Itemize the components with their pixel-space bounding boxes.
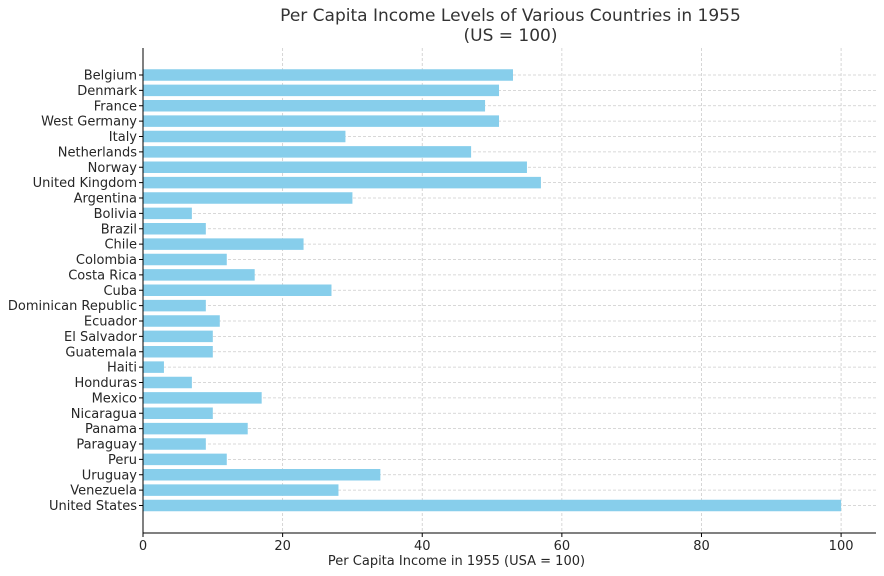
bar-panama xyxy=(143,422,248,435)
bar-norway xyxy=(143,161,527,173)
bar-peru xyxy=(143,453,227,466)
bar-argentina xyxy=(143,192,353,204)
y-tick-label: United States xyxy=(49,499,137,514)
bar-uruguay xyxy=(143,469,381,481)
y-tick-label: United Kingdom xyxy=(33,176,137,191)
bar-honduras xyxy=(143,376,192,389)
y-tick-label: Panama xyxy=(85,422,137,437)
y-tick-label: Netherlands xyxy=(58,145,137,160)
y-tick-label: Guatemala xyxy=(65,345,137,360)
bar-chile xyxy=(143,238,304,250)
x-tick-label: 40 xyxy=(414,539,431,554)
bar-ecuador xyxy=(143,315,220,327)
x-tick-label: 100 xyxy=(829,539,854,554)
y-tick-label: Bolivia xyxy=(94,207,137,222)
bar-dominican-republic xyxy=(143,299,206,312)
bar-el-salvador xyxy=(143,330,213,343)
bar-denmark xyxy=(143,84,500,97)
bar-colombia xyxy=(143,253,227,266)
bar-guatemala xyxy=(143,346,213,358)
y-tick-label: Venezuela xyxy=(70,484,137,499)
chart-title: Per Capita Income Levels of Various Coun… xyxy=(280,6,741,26)
x-tick-labels: 0 20 40 60 80 100 xyxy=(139,533,854,554)
y-tick-label: Haiti xyxy=(107,361,137,376)
bar-costa-rica xyxy=(143,269,255,281)
bars xyxy=(143,69,842,512)
bar-netherlands xyxy=(143,146,472,158)
y-tick-label: Nicaragua xyxy=(71,407,137,422)
y-tick-label: Brazil xyxy=(101,222,137,237)
y-tick-label: Uruguay xyxy=(82,468,138,483)
y-tick-label: France xyxy=(94,99,137,114)
bar-belgium xyxy=(143,69,513,81)
bar-united-states xyxy=(143,499,842,512)
bar-west-germany xyxy=(143,115,500,127)
bar-italy xyxy=(143,130,346,143)
y-tick-label: Dominican Republic xyxy=(8,299,137,314)
bar-nicaragua xyxy=(143,407,213,419)
x-tick-label: 60 xyxy=(554,539,571,554)
y-tick-label: Mexico xyxy=(92,391,137,406)
y-tick-label: Peru xyxy=(108,453,137,468)
bar-cuba xyxy=(143,284,332,296)
y-tick-label: Italy xyxy=(109,130,138,145)
x-tick-label: 80 xyxy=(693,539,710,554)
y-tick-label: Belgium xyxy=(84,69,137,84)
y-tick-label: Argentina xyxy=(74,192,137,207)
chart-subtitle: (US = 100) xyxy=(464,26,558,46)
bar-venezuela xyxy=(143,484,339,496)
y-tick-label: Cuba xyxy=(103,284,137,299)
bar-united-kingdom xyxy=(143,176,541,189)
bar-haiti xyxy=(143,361,164,373)
y-tick-label: Colombia xyxy=(76,253,137,268)
y-tick-label: West Germany xyxy=(41,115,137,130)
y-tick-label: Denmark xyxy=(77,84,137,99)
bar-mexico xyxy=(143,392,262,404)
x-axis-label: Per Capita Income in 1955 (USA = 100) xyxy=(328,554,585,569)
y-tick-label: Paraguay xyxy=(76,438,137,453)
y-tick-label: Ecuador xyxy=(84,315,138,330)
x-tick-label: 0 xyxy=(139,539,147,554)
x-tick-label: 20 xyxy=(274,539,291,554)
bar-brazil xyxy=(143,223,206,235)
y-tick-label: Honduras xyxy=(74,376,137,391)
y-tick-label: Norway xyxy=(88,161,138,176)
y-tick-label: Chile xyxy=(104,238,137,253)
bar-france xyxy=(143,100,486,112)
y-tick-label: El Salvador xyxy=(64,330,138,345)
bar-bolivia xyxy=(143,207,192,220)
y-tick-label: Costa Rica xyxy=(68,268,137,283)
bar-paraguay xyxy=(143,438,206,450)
